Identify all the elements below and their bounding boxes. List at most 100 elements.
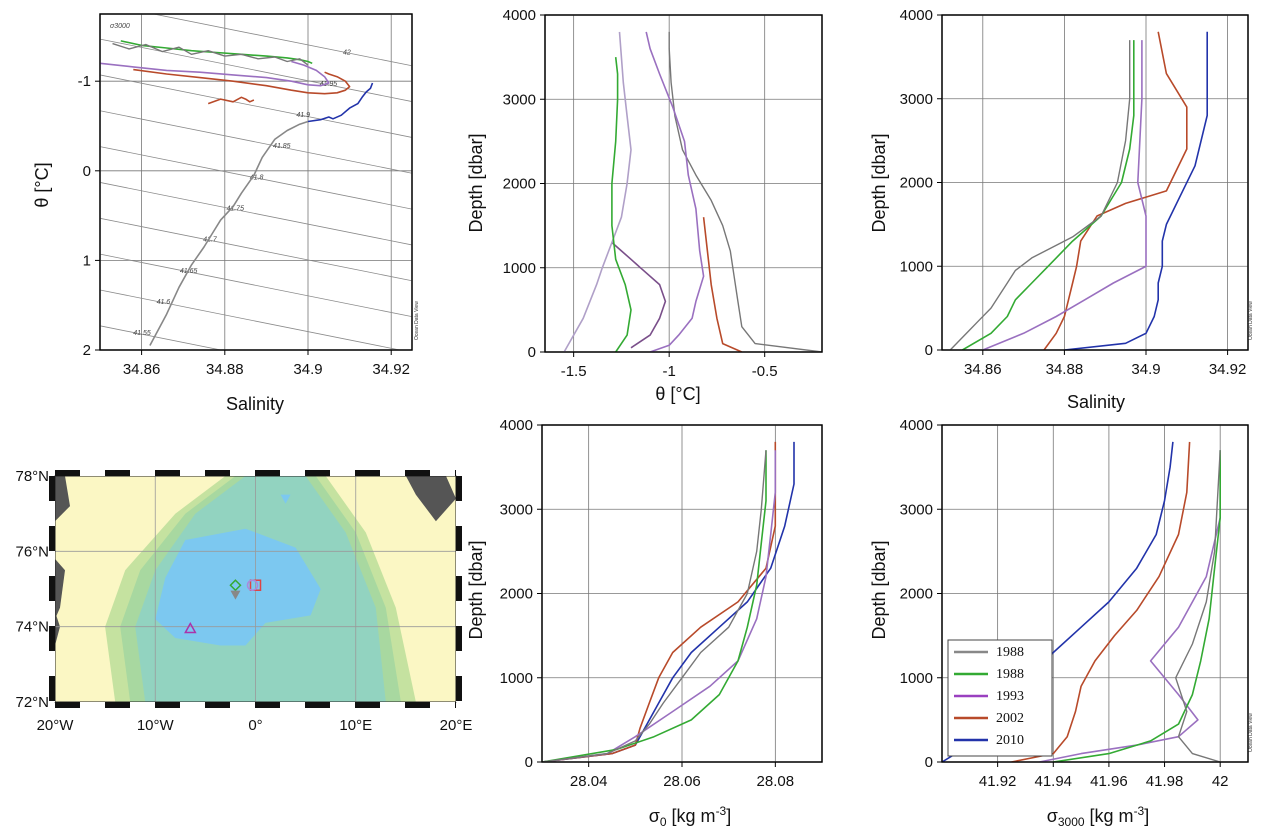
map-land-greenland-mid (55, 558, 65, 620)
density-contour (100, 253, 412, 318)
theta-ytick-label: 0 (528, 344, 536, 361)
sigma3000-series-line (1011, 441, 1191, 762)
map-lon-label: 0° (248, 717, 262, 734)
sigma0-xlabel: σ0 [kg m-3] (649, 804, 732, 829)
sal-ytick-label: 4000 (900, 7, 933, 24)
odv-watermark-sal: Ocean Data View (1248, 301, 1254, 340)
sal-xtick-label: 34.9 (1131, 361, 1160, 378)
ts-ytick-label: 2 (83, 342, 91, 359)
density-contour (100, 217, 412, 282)
sal-xtick-label: 34.88 (1046, 361, 1084, 378)
ts-frame-top (99, 13, 413, 351)
sigma0-ytick-label: 2000 (500, 586, 533, 603)
theta-ytick-label: 2000 (503, 176, 536, 193)
density-contour-label: 41.55 (133, 330, 151, 337)
theta-xtick-label: -1 (663, 363, 676, 380)
density-contour (100, 182, 412, 246)
map-lat-label: 74°N (15, 619, 49, 636)
theta-xlabel: θ [°C] (655, 384, 700, 404)
sal-xlabel: Salinity (1067, 392, 1125, 412)
ts-series-line (133, 68, 351, 95)
sigma3000-ylabel: Depth [dbar] (869, 540, 889, 639)
theta-series-line (645, 31, 705, 352)
ts-xtick-label: 34.86 (123, 361, 161, 378)
ts-ylabel: θ [°C] (32, 162, 52, 207)
theta-series-line (611, 241, 667, 349)
density-contour-label: 41.7 (203, 237, 218, 244)
svg-text:σ0 [kg m-3]: σ0 [kg m-3] (649, 804, 732, 829)
sigma3000-series-line (1053, 450, 1221, 762)
theta-series-line (563, 31, 632, 352)
theta-series-group (563, 31, 822, 352)
ts-series-line (112, 42, 309, 66)
map-land-svalbard (405, 476, 456, 522)
sigma0-ytick-label: 4000 (500, 417, 533, 434)
theta-ytick-label: 3000 (503, 91, 536, 108)
sal-series-line (949, 40, 1131, 350)
map-station-marker (280, 494, 291, 504)
map-lat-label: 72°N (15, 694, 49, 711)
sigma0-ytick-label: 1000 (500, 670, 533, 687)
theta-xtick-label: -1.5 (561, 363, 587, 380)
sigma3000-ytick-label: 1000 (900, 670, 933, 687)
sigma3000-xtick-label: 42 (1212, 773, 1229, 790)
sal-frame-top (941, 14, 1249, 351)
odv-watermark-sigma3000: Ocean Data View (1248, 713, 1254, 752)
sigma0-ylabel: Depth [dbar] (466, 540, 486, 639)
map-land-greenland-south (55, 611, 60, 646)
theta-xtick-label: -0.5 (752, 363, 778, 380)
sal-ytick-label: 3000 (900, 91, 933, 108)
sigma0-ytick-label: 0 (525, 754, 533, 771)
odv-watermark-ts: Ocean Data View (414, 301, 420, 340)
sigma3000-xlabel: σ3000 [kg m-3] (1047, 804, 1150, 829)
map-station-marker (229, 579, 242, 592)
station-map-panel: 20°W 10°W 0° 10°E 20°E 78°N 76°N 74°N 72°N (15, 468, 472, 734)
sigma3000-series-line (1039, 450, 1221, 762)
map-lon-label: 20°E (440, 717, 473, 734)
map-station-marker (246, 579, 259, 591)
map-lon-label: 10°E (339, 717, 372, 734)
sigma3000-xtick-label: 41.96 (1090, 773, 1128, 790)
legend-label: 2002 (996, 711, 1024, 726)
theta-series-line (611, 57, 632, 352)
sal-xtick-label: 34.86 (964, 361, 1002, 378)
ts-xtick-label: 34.9 (293, 361, 322, 378)
density-contour (100, 74, 412, 138)
ts-series-line (207, 96, 255, 105)
ts-diagram-panel: 34.86 34.88 34.9 34.92210-141.5541.641.6541… (78, 13, 413, 378)
map-station-marker (249, 579, 262, 591)
sigma0-series-line (542, 441, 777, 762)
legend-box (947, 639, 1053, 757)
ts-ytick-label: -1 (78, 73, 91, 90)
sigma3000-ytick-label: 3000 (900, 501, 933, 518)
sal-ytick-label: 0 (925, 342, 933, 359)
sigma0-profile-panel: 28.04 28.06 28.08 0 1000 2000 3000 4000 (500, 417, 823, 790)
theta-profile-panel: -1.5 -1 -0.5 0 1000 2000 3000 4000 (503, 7, 823, 380)
map-lat-label: 78°N (15, 468, 49, 485)
map-lon-label: 20°W (37, 717, 75, 734)
theta-ytick-label: 4000 (503, 7, 536, 24)
salinity-profile-panel: 34.86 34.88 34.9 34.92 0 1000 2000 3000 4000 (900, 7, 1249, 378)
sigma3000-ytick-label: 4000 (900, 417, 933, 434)
ts-series-group: 41.5541.641.6541.741.7541.841.8541.941.9… (100, 14, 412, 350)
sigma0-sub: 0 (660, 815, 667, 829)
sal-ytick-label: 2000 (900, 175, 933, 192)
density-contour-label: 41.6 (157, 299, 171, 306)
density-contour-label: 41.75 (226, 205, 244, 212)
ts-xtick-label: 34.88 (206, 361, 244, 378)
density-contour (100, 289, 402, 350)
sigma0-xtick-label: 28.06 (663, 773, 701, 790)
sal-series-line (961, 40, 1135, 350)
density-contour-label: 41.85 (273, 143, 291, 150)
theta-ylabel: Depth [dbar] (466, 133, 486, 232)
theta-series-line (702, 217, 743, 352)
sigma0-ytick-label: 3000 (500, 501, 533, 518)
density-contour (100, 325, 223, 350)
ts-xlabel: Salinity (226, 394, 284, 414)
ts-series-line (100, 60, 330, 87)
sigma3000-ytick-label: 2000 (900, 586, 933, 603)
sigma3000-xtick-label: 41.94 (1034, 773, 1072, 790)
sigma3000-xtick-label: 41.92 (979, 773, 1017, 790)
sigma0-xtick-label: 28.08 (757, 773, 795, 790)
